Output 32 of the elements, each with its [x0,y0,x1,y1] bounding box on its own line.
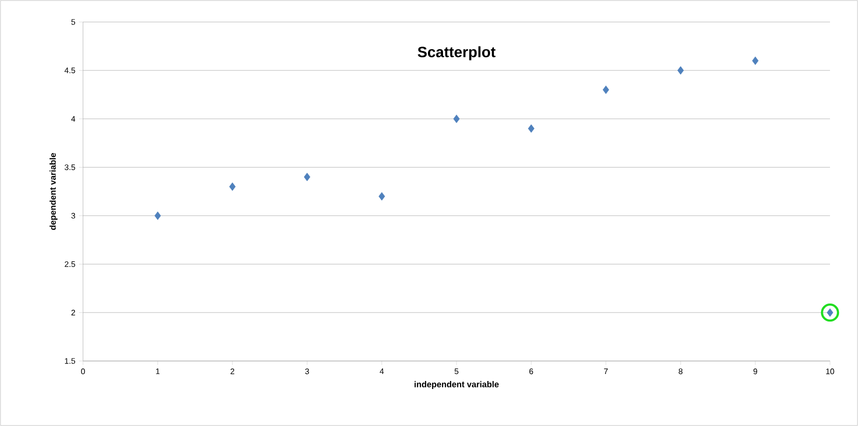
x-tick-label: 1 [156,368,160,374]
y-axis-title: dependent variable [50,153,58,230]
x-tick-label: 9 [753,368,758,374]
x-tick-label: 10 [826,368,834,374]
x-tick-label: 5 [454,368,458,374]
point [453,114,460,124]
point [602,86,610,94]
y-tick-label: 4 [71,116,76,122]
x-tick-label: 0 [81,368,85,374]
y-tick-label: 2 [71,310,76,316]
x-tick-label: 8 [678,368,682,374]
y-tick-label: 4.5 [64,68,76,74]
y-tick-label: 3.5 [64,164,76,170]
y-tick-label: 5 [71,19,76,25]
x-tick-label: 7 [604,368,608,374]
y-tick-label: 1.5 [64,358,76,364]
x-tick-label: 2 [230,368,234,374]
x-tick-label: 6 [529,368,534,374]
x-axis-title: independent variable [414,381,499,389]
point [229,182,236,191]
point [677,66,684,75]
x-tick-label: 3 [305,368,309,374]
point [528,124,534,133]
y-tick-label: 2.5 [64,261,76,267]
point [378,192,386,201]
point [154,212,161,220]
point [752,56,759,65]
y-tick-label: 3 [71,212,76,219]
point [304,172,310,182]
x-tick-label: 4 [380,368,384,374]
text: Scatterplot [418,46,496,60]
point [820,303,840,322]
